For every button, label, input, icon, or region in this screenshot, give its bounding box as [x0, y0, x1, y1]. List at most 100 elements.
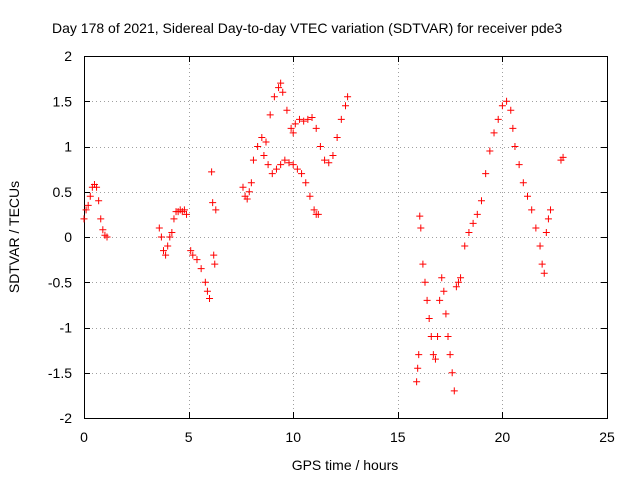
data-point	[93, 183, 101, 191]
data-point	[308, 114, 316, 122]
data-point	[559, 153, 567, 161]
data-point	[277, 161, 285, 169]
data-point	[519, 179, 527, 187]
data-point	[262, 138, 270, 146]
grid-layer	[84, 56, 607, 418]
data-point	[187, 247, 195, 255]
data-point	[99, 226, 107, 234]
data-point	[289, 129, 297, 137]
data-point	[503, 97, 511, 105]
data-point	[509, 124, 517, 132]
data-point	[477, 197, 485, 205]
data-point	[416, 212, 424, 220]
data-point	[532, 224, 540, 232]
data-point	[260, 152, 268, 160]
data-point	[544, 215, 552, 223]
data-point	[272, 165, 280, 173]
data-point	[427, 333, 435, 341]
data-point	[306, 192, 314, 200]
data-point	[413, 378, 421, 386]
data-point	[333, 133, 341, 141]
data-point	[210, 251, 218, 259]
data-point	[524, 192, 532, 200]
data-point	[314, 210, 322, 218]
data-point	[264, 161, 272, 169]
data-point	[170, 215, 178, 223]
data-point	[321, 156, 329, 164]
data-point	[266, 111, 274, 119]
data-point	[304, 115, 312, 123]
y-tick-label: 0	[64, 229, 72, 245]
data-point	[302, 179, 310, 187]
data-point	[473, 210, 481, 218]
data-point	[434, 333, 442, 341]
data-point	[197, 265, 205, 273]
data-point	[258, 133, 266, 141]
data-point	[442, 310, 450, 318]
data-point	[452, 283, 460, 291]
data-point	[193, 256, 201, 264]
x-tick-label: 20	[495, 429, 511, 445]
data-point	[540, 269, 548, 277]
y-tick-label: -1	[60, 320, 73, 336]
data-point	[86, 192, 94, 200]
data-point	[279, 88, 287, 96]
data-point	[293, 165, 301, 173]
data-point	[268, 170, 276, 178]
x-axis-label: GPS time / hours	[292, 457, 399, 473]
data-point	[166, 233, 174, 241]
data-point	[494, 115, 502, 123]
data-point	[82, 206, 90, 214]
y-tick-label: 0.5	[53, 184, 73, 200]
data-point	[329, 152, 337, 160]
data-point	[247, 179, 255, 187]
data-point	[254, 143, 262, 150]
data-point	[159, 247, 167, 255]
data-point	[168, 228, 176, 236]
data-point	[415, 351, 423, 359]
data-point	[486, 147, 494, 155]
chart-title: Day 178 of 2021, Sidereal Day-to-day VTE…	[52, 20, 562, 36]
data-point	[183, 210, 191, 218]
data-point	[490, 129, 498, 137]
data-point	[239, 183, 247, 191]
data-point	[425, 314, 433, 322]
data-point	[295, 115, 303, 123]
data-point	[344, 93, 352, 101]
data-point	[84, 201, 92, 209]
data-point	[431, 355, 439, 363]
data-point	[209, 199, 217, 207]
data-point	[298, 170, 306, 178]
data-point	[155, 224, 163, 232]
data-point	[270, 93, 278, 101]
data-point	[450, 387, 458, 395]
data-point	[80, 215, 88, 223]
data-point	[457, 274, 465, 282]
data-point	[440, 287, 448, 295]
y-tick-label: -2	[60, 410, 73, 426]
data-point	[162, 251, 170, 259]
data-point	[469, 219, 477, 227]
data-point	[201, 278, 209, 286]
data-point	[337, 115, 345, 123]
data-point	[498, 102, 506, 110]
data-point	[275, 84, 283, 92]
y-tick-label: 1	[64, 139, 72, 155]
data-point	[310, 206, 318, 214]
data-point	[342, 102, 349, 110]
y-tick-label: -1.5	[48, 365, 72, 381]
data-point	[287, 124, 295, 132]
x-tick-label: 0	[80, 429, 88, 445]
data-point	[528, 206, 536, 214]
data-point	[300, 117, 308, 125]
data-point	[277, 79, 285, 87]
data-point	[421, 278, 429, 286]
data-point	[95, 197, 103, 205]
data-point	[515, 161, 523, 169]
data-point	[285, 159, 293, 167]
data-point	[542, 228, 550, 236]
data-point	[444, 333, 452, 341]
x-tick-label: 5	[185, 429, 193, 445]
data-point	[325, 159, 333, 167]
